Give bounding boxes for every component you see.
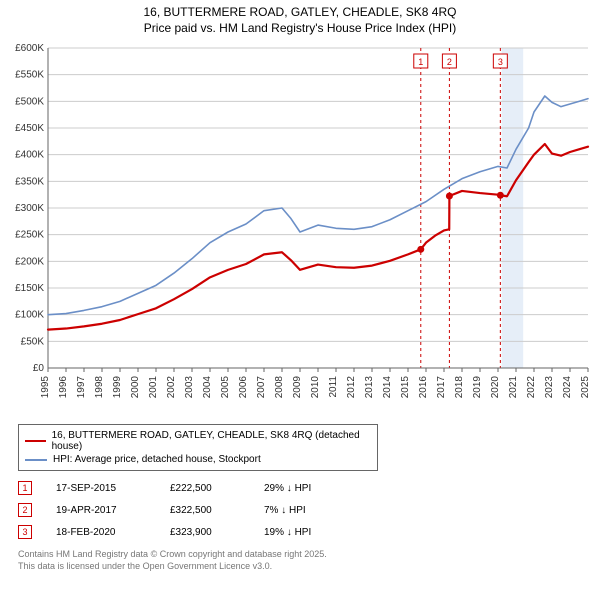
x-tick-label: 1998	[94, 376, 105, 399]
x-tick-label: 2002	[166, 376, 177, 399]
x-tick-label: 1996	[58, 376, 69, 399]
y-tick-label: £450K	[15, 123, 44, 134]
sale-marker-label: 2	[447, 57, 452, 67]
x-tick-label: 2005	[220, 376, 231, 399]
legend-swatch	[25, 459, 47, 461]
y-tick-label: £550K	[15, 70, 44, 81]
x-tick-label: 2011	[328, 376, 339, 398]
title-block: 16, BUTTERMERE ROAD, GATLEY, CHEADLE, SK…	[0, 0, 600, 38]
x-tick-label: 2000	[130, 376, 141, 399]
x-tick-label: 2025	[580, 376, 591, 399]
figure-container: 16, BUTTERMERE ROAD, GATLEY, CHEADLE, SK…	[0, 0, 600, 573]
x-tick-label: 2018	[454, 376, 465, 399]
x-tick-label: 2022	[526, 376, 537, 399]
x-tick-label: 2014	[382, 376, 393, 399]
x-tick-label: 2010	[310, 376, 321, 399]
x-tick-label: 2015	[400, 376, 411, 399]
x-tick-label: 2006	[238, 376, 249, 399]
x-tick-label: 2001	[148, 376, 159, 399]
y-tick-label: £500K	[15, 97, 44, 108]
x-tick-label: 1995	[40, 376, 51, 399]
sales-delta: 7% ↓ HPI	[264, 505, 354, 516]
sales-marker: 3	[18, 525, 32, 539]
footer-line-1: Contains HM Land Registry data © Crown c…	[18, 549, 588, 561]
y-tick-label: £400K	[15, 150, 44, 161]
sales-price: £222,500	[170, 483, 240, 494]
footer: Contains HM Land Registry data © Crown c…	[18, 549, 588, 572]
y-tick-label: £600K	[15, 43, 44, 54]
sales-row: 3 18-FEB-2020 £323,900 19% ↓ HPI	[18, 521, 588, 543]
x-tick-label: 2024	[562, 376, 573, 399]
sales-delta: 29% ↓ HPI	[264, 483, 354, 494]
x-tick-label: 2009	[292, 376, 303, 399]
sales-date: 18-FEB-2020	[56, 527, 146, 538]
sale-marker-label: 3	[498, 57, 503, 67]
sales-price: £322,500	[170, 505, 240, 516]
chart-svg: £0 £50K £100K £150K £200K £250K £300K £350K £400…	[0, 38, 600, 418]
x-tick-label: 2007	[256, 376, 267, 399]
x-tick-label: 1997	[76, 376, 87, 399]
sales-marker: 2	[18, 503, 32, 517]
sales-row: 1 17-SEP-2015 £222,500 29% ↓ HPI	[18, 477, 588, 499]
sale-dot	[446, 193, 453, 200]
y-tick-label: £350K	[15, 177, 44, 188]
sale-dot	[417, 246, 424, 253]
y-tick-label: £300K	[15, 203, 44, 214]
legend-row: HPI: Average price, detached house, Stoc…	[25, 453, 371, 466]
y-tick-label: £50K	[21, 337, 45, 348]
y-tick-label: £200K	[15, 257, 44, 268]
x-tick-label: 2008	[274, 376, 285, 399]
x-tick-label: 2012	[346, 376, 357, 399]
chart-area: £0 £50K £100K £150K £200K £250K £300K £350K £400…	[0, 38, 600, 418]
x-tick-label: 2023	[544, 376, 555, 399]
legend: 16, BUTTERMERE ROAD, GATLEY, CHEADLE, SK…	[18, 424, 378, 471]
sales-price: £323,900	[170, 527, 240, 538]
sale-marker-label: 1	[418, 57, 423, 67]
legend-swatch	[25, 440, 46, 442]
sales-date: 17-SEP-2015	[56, 483, 146, 494]
x-tick-label: 2020	[490, 376, 501, 399]
legend-row: 16, BUTTERMERE ROAD, GATLEY, CHEADLE, SK…	[25, 429, 371, 453]
x-tick-label: 2019	[472, 376, 483, 399]
legend-label: HPI: Average price, detached house, Stoc…	[53, 454, 261, 465]
sale-dot	[497, 192, 504, 199]
y-tick-label: £0	[33, 363, 45, 374]
y-tick-label: £150K	[15, 283, 44, 294]
y-tick-label: £250K	[15, 230, 44, 241]
x-tick-label: 2016	[418, 376, 429, 399]
legend-label: 16, BUTTERMERE ROAD, GATLEY, CHEADLE, SK…	[52, 430, 371, 452]
x-tick-label: 2003	[184, 376, 195, 399]
sales-marker: 1	[18, 481, 32, 495]
y-tick-label: £100K	[15, 310, 44, 321]
sales-row: 2 19-APR-2017 £322,500 7% ↓ HPI	[18, 499, 588, 521]
footer-line-2: This data is licensed under the Open Gov…	[18, 561, 588, 573]
x-tick-label: 2017	[436, 376, 447, 399]
x-tick-label: 2004	[202, 376, 213, 399]
title-line-2: Price paid vs. HM Land Registry's House …	[0, 20, 600, 36]
title-line-1: 16, BUTTERMERE ROAD, GATLEY, CHEADLE, SK…	[0, 4, 600, 20]
sales-table: 1 17-SEP-2015 £222,500 29% ↓ HPI 2 19-APR-201…	[18, 477, 588, 543]
x-tick-label: 2021	[508, 376, 519, 399]
x-tick-label: 1999	[112, 376, 123, 399]
sales-date: 19-APR-2017	[56, 505, 146, 516]
x-tick-label: 2013	[364, 376, 375, 399]
sales-delta: 19% ↓ HPI	[264, 527, 354, 538]
